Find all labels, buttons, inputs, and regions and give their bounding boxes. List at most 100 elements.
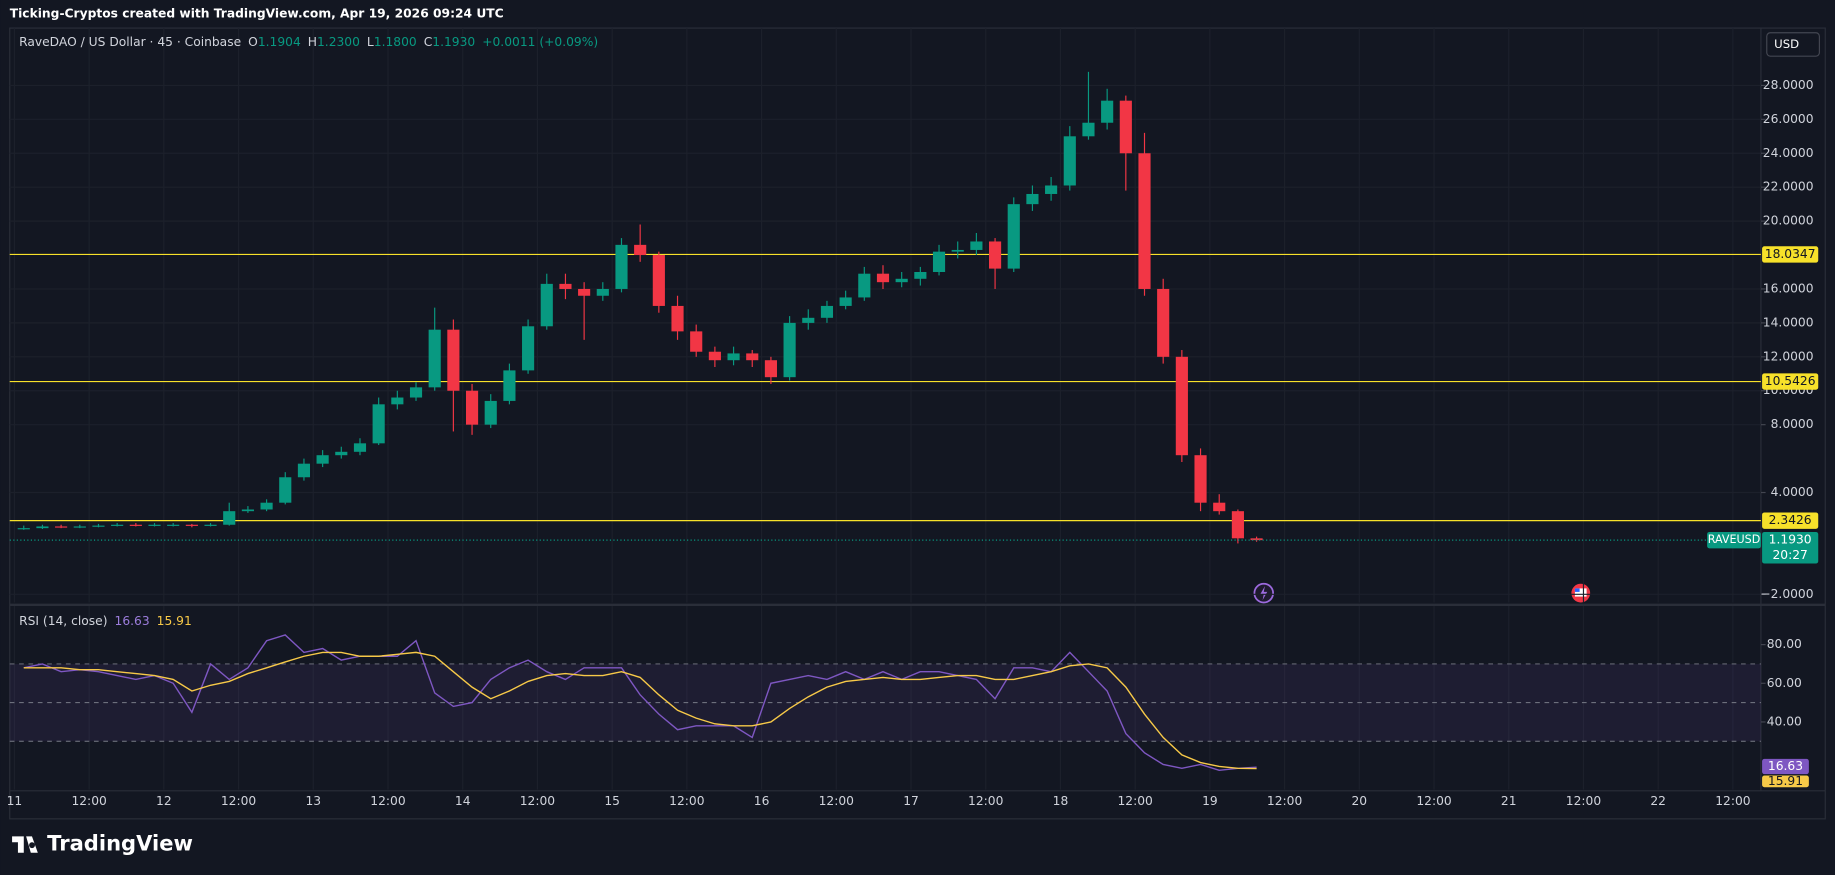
- y-tick-label: −2.0000: [1760, 587, 1813, 601]
- candle-body: [92, 525, 105, 527]
- candle-body: [447, 329, 460, 391]
- x-tick-label: 20: [1352, 794, 1368, 808]
- candle-body: [820, 305, 834, 318]
- candle-body: [895, 278, 908, 283]
- candle-body: [783, 322, 796, 378]
- candle-body: [1045, 185, 1058, 194]
- candle-body: [73, 526, 86, 528]
- x-tick-label: 12:00: [968, 794, 1003, 808]
- candle-body: [914, 272, 927, 279]
- candle-body: [465, 390, 479, 425]
- candle-body: [17, 528, 30, 530]
- icon-glyph: [1260, 586, 1268, 601]
- legend: RaveDAO / US Dollar · 45 · Coinbase O1.19…: [19, 35, 598, 49]
- flag-icon[interactable]: [1571, 583, 1591, 603]
- x-tick-label: 11: [7, 794, 23, 808]
- candle-body: [1007, 204, 1020, 269]
- candle-body: [746, 353, 759, 361]
- chart-title: RaveDAO / US Dollar · 45 · Coinbase: [19, 35, 241, 49]
- x-tick-label: 21: [1501, 794, 1517, 808]
- x-tick-label: 12: [156, 794, 172, 808]
- candle-body: [708, 351, 721, 361]
- level-tag: [1762, 373, 1819, 390]
- x-tick-label: 18: [1053, 794, 1069, 808]
- y-tick-label: 24.0000: [1763, 146, 1814, 160]
- y-tick-label: 22.0000: [1763, 180, 1814, 194]
- y-tick-label: 26.0000: [1763, 112, 1814, 126]
- brand-logo: [12, 836, 38, 853]
- candle-body: [1213, 502, 1226, 512]
- level-tag: [1762, 512, 1819, 529]
- candle-body: [316, 455, 329, 464]
- y-tick-label: 4.0000: [1771, 485, 1814, 499]
- symbol-tag: [1707, 531, 1761, 549]
- legend-value: +0.0011 (+0.09%): [482, 35, 598, 49]
- candle-body: [36, 526, 49, 529]
- candle-body: [1026, 193, 1039, 205]
- candle-body: [353, 443, 367, 452]
- last-price-label: 1.1930: [1769, 533, 1812, 547]
- candle-body: [1231, 511, 1244, 539]
- y-tick-label: 14.0000: [1763, 315, 1814, 329]
- x-tick-label: 12:00: [1117, 794, 1152, 808]
- candle-body: [1175, 356, 1188, 456]
- candle-body: [185, 524, 198, 526]
- candle-body: [297, 463, 311, 478]
- x-tick-label: 17: [903, 794, 919, 808]
- y-tick-label: 12.0000: [1763, 349, 1814, 363]
- level-tag: [1762, 246, 1819, 263]
- legend-value: 1.2300: [317, 35, 360, 49]
- legend-label: H: [308, 35, 317, 49]
- x-tick-label: 12:00: [1416, 794, 1451, 808]
- candle-body: [858, 273, 871, 298]
- currency-label[interactable]: USD: [1774, 37, 1799, 51]
- candle-body: [409, 387, 423, 398]
- x-tick-label: 13: [305, 794, 321, 808]
- x-tick-label: 12:00: [819, 794, 854, 808]
- candle-body: [1119, 100, 1132, 154]
- countdown-label: 20:27: [1772, 548, 1807, 562]
- candle-body: [1101, 100, 1114, 123]
- rsi-tag: [1762, 758, 1809, 775]
- candle-body: [223, 511, 236, 525]
- candle-body: [876, 273, 890, 283]
- y-tick-label: 28.0000: [1763, 78, 1814, 92]
- legend-label: L: [367, 35, 374, 49]
- icon-glyph: [1574, 588, 1587, 597]
- rsi-title: RSI (14, close): [19, 614, 107, 628]
- y-tick-label: 8.0000: [1771, 417, 1814, 431]
- candle-body: [970, 241, 983, 250]
- rsi-ma-tag-label: 15.91: [1768, 774, 1803, 788]
- candle-body: [671, 305, 684, 332]
- candle-body: [372, 404, 385, 444]
- rsi-tag-label: 16.63: [1768, 759, 1803, 773]
- watermark: Ticking-Cryptos created with TradingView…: [10, 7, 504, 21]
- candle-body: [727, 353, 740, 361]
- candle-body: [522, 326, 535, 371]
- candle-body: [241, 509, 254, 512]
- x-tick-label: 12:00: [669, 794, 704, 808]
- last-price-tag: [1762, 531, 1819, 564]
- candle-body: [391, 397, 404, 405]
- candle-body: [503, 370, 516, 401]
- rsi-ma-tag: [1762, 775, 1809, 788]
- candle-body: [764, 360, 777, 378]
- currency-button[interactable]: [1766, 32, 1820, 57]
- level-label: 18.0347: [1765, 247, 1816, 261]
- symbol-label: RAVEUSD: [1708, 533, 1761, 546]
- x-tick-label: 12:00: [520, 794, 555, 808]
- candle-body: [129, 524, 142, 526]
- candle-body: [167, 524, 180, 526]
- x-tick-label: 12:00: [1715, 794, 1750, 808]
- rsi-value: 16.63: [115, 614, 150, 628]
- brand-name: TradingView: [47, 831, 193, 856]
- x-tick-label: 12:00: [1566, 794, 1601, 808]
- candle-body: [111, 524, 124, 526]
- candle-body: [578, 288, 591, 296]
- candle-body: [615, 244, 628, 289]
- lightning-icon[interactable]: [1253, 582, 1274, 604]
- x-tick-label: 12:00: [71, 794, 106, 808]
- candle-body: [428, 329, 441, 388]
